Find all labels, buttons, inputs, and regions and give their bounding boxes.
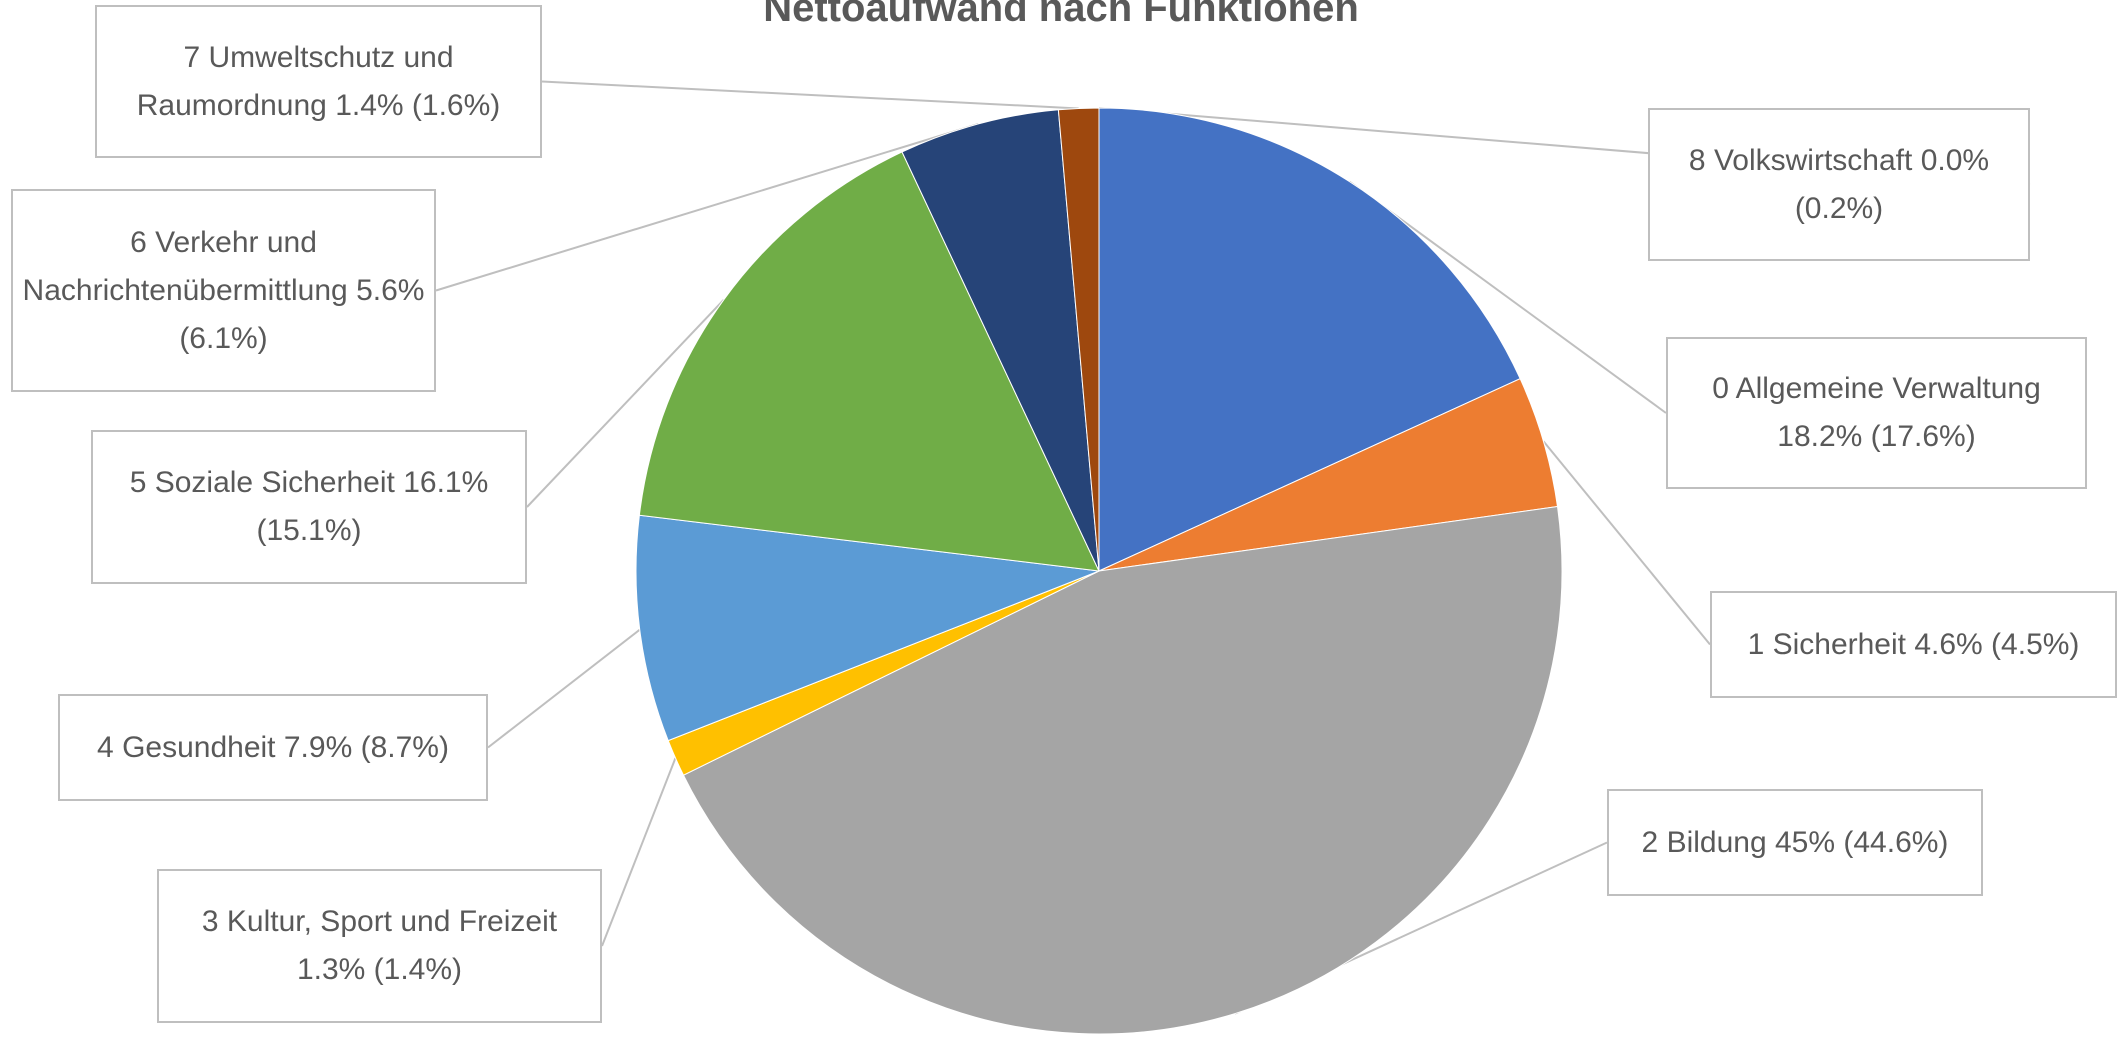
category-label: 2 Bildung [1641,825,1767,859]
label-text: 0 Allgemeine Verwaltung 18.2% (17.6%) [1676,365,2077,461]
value-label: 0.0% (0.2%) [1794,143,1990,225]
value-label: 1.4% (1.6%) [335,88,501,122]
value-label: 5.6% (6.1%) [179,273,425,355]
label-text: 7 Umweltschutz und Raumordnung 1.4% (1.6… [105,34,532,130]
category-label: 6 Verkehr und Nachrichtenübermittlung [22,225,348,307]
slice [638,151,1100,572]
category-label: 3 Kultur, Sport und Freizeit [201,905,558,938]
slice [901,109,1100,572]
category-label: 5 Soziale Sicherheit [129,466,395,499]
label-text: 6 Verkehr und Nachrichtenübermittlung 5.… [21,219,426,363]
value-label: 45% (44.6%) [1775,825,1949,859]
slice [682,505,1563,1035]
value-label: 4.6% (4.5%) [1914,627,2080,661]
label-text: 8 Volkswirtschaft 0.0% (0.2%) [1658,137,2020,233]
data-label: 1 Sicherheit 4.6% (4.5%) [1710,591,2117,698]
data-label: 7 Umweltschutz und Raumordnung 1.4% (1.6… [95,5,542,158]
leader-line [435,123,979,292]
chart-title: Nettoaufwand nach Funktionen [763,0,1359,30]
data-label: 3 Kultur, Sport und Freizeit 1.3% (1.4%) [157,869,602,1023]
category-label: 7 Umweltschutz und Raumordnung [136,40,454,122]
slice [635,514,1100,742]
value-label: 18.2% (17.6%) [1777,420,1976,453]
value-label: 7.9% (8.7%) [283,730,449,764]
leader-line [526,298,725,508]
data-label: 8 Volkswirtschaft 0.0% (0.2%) [1648,108,2030,261]
label-text: 3 Kultur, Sport und Freizeit 1.3% (1.4%) [167,898,592,994]
data-label: 5 Soziale Sicherheit 16.1% (15.1%) [91,430,527,584]
leader-line [1348,180,1667,414]
data-label: 0 Allgemeine Verwaltung 18.2% (17.6%) [1666,337,2087,489]
data-label: 6 Verkehr und Nachrichtenübermittlung 5.… [11,189,436,392]
data-label: 2 Bildung 45% (44.6%) [1607,789,1983,896]
label-text: 2 Bildung 45% (44.6%) [1642,819,1949,867]
category-label: 8 Volkswirtschaft [1688,143,1913,177]
category-label: 0 Allgemeine Verwaltung [1712,372,2041,405]
category-label: 1 Sicherheit [1747,627,1906,661]
leader-line [601,757,677,947]
leader-line [487,628,641,749]
label-text: 4 Gesundheit 7.9% (8.7%) [97,724,449,772]
leader-line [1542,440,1711,646]
label-text: 1 Sicherheit 4.6% (4.5%) [1748,621,2080,669]
leader-line [541,80,1079,110]
value-label: 1.3% (1.4%) [296,953,463,986]
value-label: 16.1% (15.1%) [256,466,489,547]
data-label: 4 Gesundheit 7.9% (8.7%) [58,694,488,801]
slice [1098,107,1521,572]
category-label: 4 Gesundheit [97,730,276,764]
label-text: 5 Soziale Sicherheit 16.1% (15.1%) [101,459,517,555]
